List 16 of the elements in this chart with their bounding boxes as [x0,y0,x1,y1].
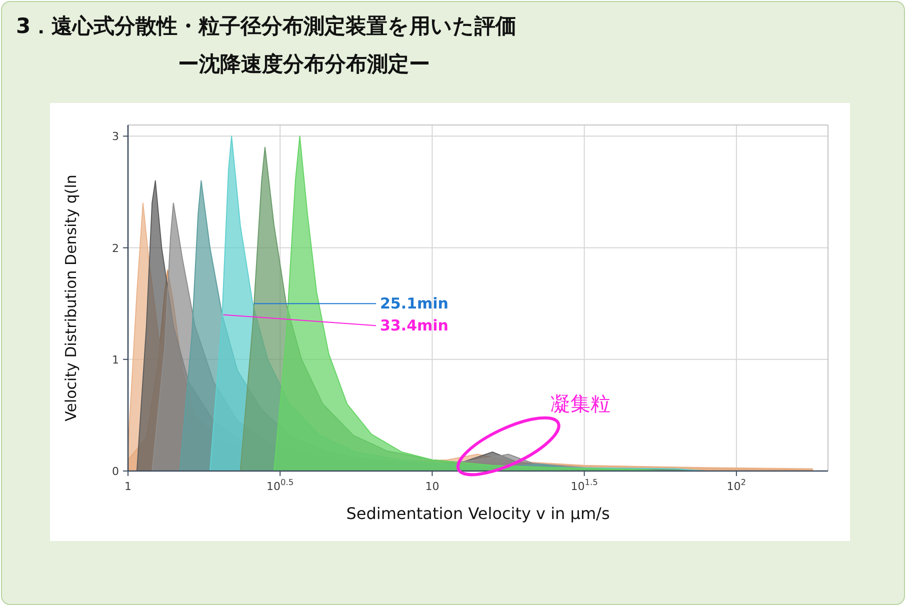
subtitle: ー沈降速度分布分布測定ー [178,51,430,78]
annotation: 33.4min [380,316,448,335]
x-tick-label: 10$^{0.5}$ [266,477,294,493]
annotation: 凝集粒 [550,391,610,416]
y-axis-title: Velocity Distribution Density q(ln [62,174,80,422]
y-tick-label: 0 [112,465,119,478]
x-tick-label: 1 [124,480,132,493]
title: 3．遠心式分散性・粒子径分布測定装置を用いた評価 [16,13,517,40]
annotation: 25.1min [380,294,448,313]
x-tick-label: 10$^{2}$ [726,477,746,493]
x-axis-title: Sedimentation Velocity v in µm/s [346,504,610,523]
y-tick-label: 1 [112,353,119,366]
y-tick-label: 2 [112,242,119,255]
y-tick-label: 3 [112,130,119,144]
x-tick-label: 10$^{1.5}$ [570,477,598,493]
x-tick-label: 10 [425,480,440,493]
